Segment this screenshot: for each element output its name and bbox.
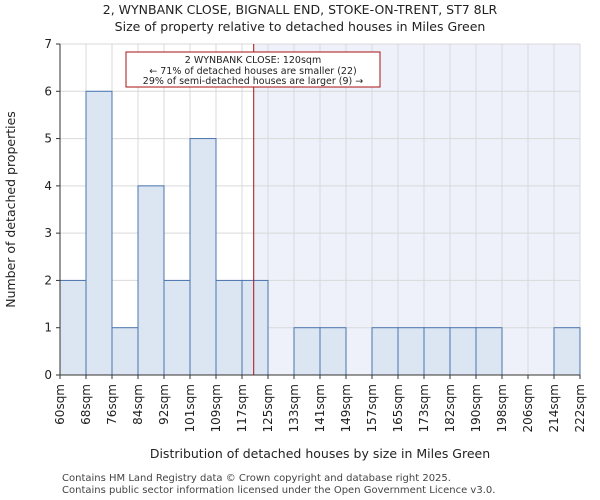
x-tick-label: 133sqm [287,384,301,432]
y-axis-title: Number of detached properties [3,111,18,308]
histogram-bar [371,327,399,376]
y-tick-label: 3 [44,226,52,240]
histogram-bar [319,327,347,376]
histogram-bar [163,279,191,376]
y-tick-label: 7 [44,37,52,51]
x-tick-label: 182sqm [443,384,457,432]
annotation-line-2: ← 71% of detached houses are smaller (22… [149,66,356,77]
x-tick-label: 222sqm [573,384,587,432]
x-tick-label: 141sqm [313,384,327,432]
x-tick-label: 214sqm [547,384,561,432]
annotation-line-1: 2 WYNBANK CLOSE: 120sqm [185,55,321,66]
histogram-chart: 0 1 2 3 4 5 6 7 60sqm 68sqm 76sqm 84sqm 92sqm 101sqm 1… [3,37,587,461]
x-tick-label: 92sqm [157,384,171,425]
histogram-bar [189,138,217,376]
chart-subtitle: Size of property relative to detached ho… [114,19,486,34]
x-tick-label: 117sqm [235,384,249,432]
histogram-bar [59,279,87,376]
x-tick-label: 109sqm [209,384,223,432]
x-tick-label: 68sqm [79,384,93,425]
x-tick-label: 206sqm [521,384,535,432]
y-tick-label: 0 [44,368,52,382]
x-tick-label: 173sqm [417,384,431,432]
histogram-bar [449,327,477,376]
histogram-bar [111,327,139,376]
y-tick-label: 6 [44,84,52,98]
annotation-line-3: 29% of semi-detached houses are larger (… [143,76,363,87]
histogram-bar [423,327,451,376]
chart-title: 2, WYNBANK CLOSE, BIGNALL END, STOKE-ON-… [102,2,498,17]
histogram-bar [137,185,165,376]
x-tick-label: 125sqm [261,384,275,432]
x-tick-label: 198sqm [495,384,509,432]
histogram-bar [475,327,503,376]
x-axis-title: Distribution of detached houses by size … [150,446,490,461]
x-tick-label: 165sqm [391,384,405,432]
x-tick-label: 76sqm [105,384,119,425]
shaded-region [253,44,580,375]
x-tick-label: 84sqm [131,384,145,425]
histogram-bar [553,327,581,376]
histogram-bar [85,90,113,376]
footer-line-1: Contains HM Land Registry data © Crown c… [62,473,451,484]
y-tick-label: 4 [44,179,52,193]
x-tick-label: 101sqm [183,384,197,432]
histogram-bar [397,327,425,376]
x-tick-label: 157sqm [365,384,379,432]
y-tick-label: 2 [44,273,52,287]
y-tick-label: 5 [44,132,52,146]
annotation-box [125,51,381,88]
x-tick-label: 190sqm [469,384,483,432]
x-tick-label: 149sqm [339,384,353,432]
histogram-bar [215,279,243,376]
histogram-bar [241,279,269,376]
footer-line-2: Contains public sector information licen… [62,485,496,496]
y-tick-label: 1 [44,321,52,335]
histogram-bar [293,327,321,376]
x-tick-label: 60sqm [53,384,67,425]
